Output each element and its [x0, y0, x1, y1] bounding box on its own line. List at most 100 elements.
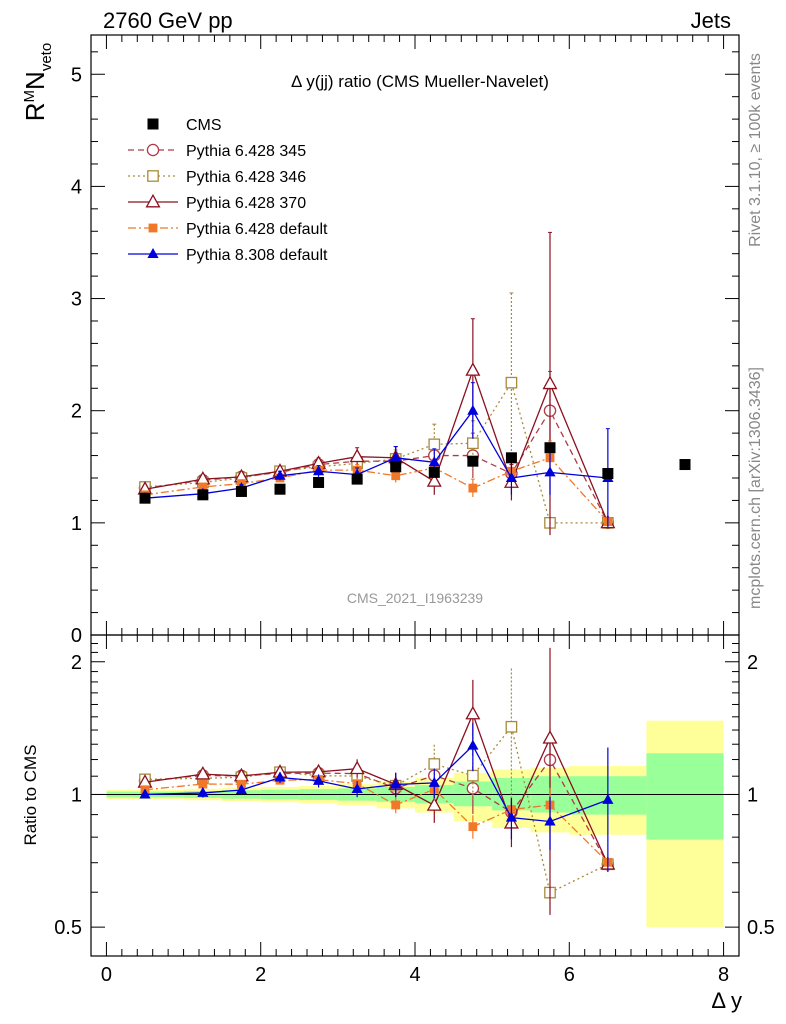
series-point — [505, 376, 518, 389]
ratio-point — [465, 705, 481, 720]
ratio-point — [467, 739, 479, 750]
series-point — [505, 471, 518, 482]
header-left: 2760 GeV pp — [103, 8, 233, 33]
ratio-point — [505, 811, 518, 822]
series-point — [198, 482, 208, 492]
main-plot-area: 0 2 4 6 8 0 1 2 3 4 5 — [71, 34, 740, 986]
legend-label: Pythia 8.308 default — [186, 247, 328, 264]
series-line — [144, 457, 609, 523]
y-tick-label: 3 — [71, 289, 82, 311]
ratio-tick-label: 0.5 — [54, 917, 82, 939]
ratio-point — [351, 783, 363, 794]
y-tick-label: 4 — [71, 176, 82, 198]
ratio-point — [349, 760, 365, 775]
data-point — [505, 452, 517, 464]
plot-title: Δ y(jj) ratio (CMS Mueller-Navelet) — [291, 72, 549, 91]
legend-label: Pythia 6.428 345 — [186, 143, 306, 160]
data-point — [197, 489, 209, 501]
ratio-point — [139, 788, 151, 799]
ratio-point — [468, 822, 478, 832]
series-point — [390, 451, 402, 462]
series-point — [428, 456, 440, 467]
ratio-tick-label: 2 — [747, 652, 758, 674]
legend-marker — [147, 170, 159, 182]
data-point — [602, 468, 614, 480]
ylabel-main: RMNveto — [20, 43, 55, 121]
series-point — [426, 473, 442, 487]
series-point — [467, 404, 479, 415]
y-tick-label: 5 — [71, 64, 82, 86]
legend-marker — [147, 248, 159, 258]
ratio-point — [197, 786, 209, 797]
data-point — [139, 492, 151, 504]
ratio-point — [235, 784, 248, 795]
ratio-point — [274, 771, 286, 782]
ylabel-ratio: Ratio to CMS — [21, 744, 40, 845]
side-mcplots-label: mcplots.cern.ch [arXiv:1306.3436] — [747, 367, 764, 609]
series-point — [312, 465, 325, 476]
series-point — [468, 483, 478, 493]
data-point — [390, 461, 402, 473]
legend-label: Pythia 6.428 370 — [186, 195, 306, 212]
legend-label: Pythia 6.428 346 — [186, 169, 306, 186]
ratio-plot-area: 0.5 0.5 1 1 2 2 — [54, 634, 775, 957]
series-point — [467, 437, 479, 450]
legend: CMS Pythia 6.428 345 Pythia 6.428 346 Pythi… — [128, 117, 328, 264]
ratio-point — [505, 720, 518, 733]
series-point — [428, 438, 441, 451]
band-inner — [646, 753, 724, 840]
ratio-point — [467, 769, 479, 782]
x-tick-label: 0 — [101, 964, 112, 986]
data-point — [428, 466, 440, 478]
x-tick-label: 4 — [409, 964, 420, 986]
data-point — [274, 483, 286, 495]
series-point — [274, 469, 286, 480]
ratio-point — [542, 730, 558, 744]
series-line — [144, 381, 608, 524]
ratio-tick-label: 2 — [71, 652, 82, 674]
header-right: Jets — [691, 8, 731, 33]
ratio-point — [391, 800, 401, 810]
x-tick-label: 8 — [718, 964, 729, 986]
series-line — [144, 409, 608, 499]
data-point — [544, 442, 556, 454]
legend-label: Pythia 6.428 default — [186, 221, 328, 238]
legend-label: CMS — [186, 117, 222, 134]
ratio-point — [428, 758, 441, 770]
ratio-tick-label: 1 — [71, 784, 82, 806]
y-tick-label: 1 — [71, 513, 82, 535]
x-axis-label: Δ y — [711, 988, 742, 1013]
data-point — [467, 455, 479, 467]
ratio-series-line — [144, 725, 609, 894]
data-point — [235, 485, 247, 497]
ratio-tick-label: 1 — [747, 784, 758, 806]
ratio-series-line — [144, 744, 609, 823]
legend-marker — [145, 193, 161, 208]
watermark: CMS_2021_I1963239 — [347, 590, 483, 606]
ratio-point — [195, 765, 211, 780]
ratio-point — [312, 774, 325, 785]
series-line — [144, 368, 609, 524]
ratio-series-line — [144, 778, 609, 863]
data-point — [351, 473, 363, 485]
legend-marker — [146, 143, 160, 157]
series-point — [391, 471, 401, 481]
ratio-frame — [90, 634, 740, 957]
data-point — [679, 459, 691, 471]
ratio-point — [198, 779, 208, 789]
ratio-point — [428, 776, 440, 787]
data-point — [313, 476, 325, 488]
y-tick-label: 2 — [71, 401, 82, 423]
y-tick-label: 0 — [71, 625, 82, 647]
ratio-point — [390, 778, 402, 789]
side-rivet-label: Rivet 3.1.10, ≥ 100k events — [747, 53, 764, 247]
series-point — [349, 448, 365, 463]
series-point — [542, 375, 558, 390]
ratio-tick-label: 0.5 — [747, 917, 775, 939]
series-point — [465, 362, 481, 376]
ratio-point — [426, 797, 442, 811]
x-tick-label: 2 — [255, 964, 266, 986]
legend-marker-cms — [147, 118, 159, 130]
legend-marker — [148, 223, 158, 233]
